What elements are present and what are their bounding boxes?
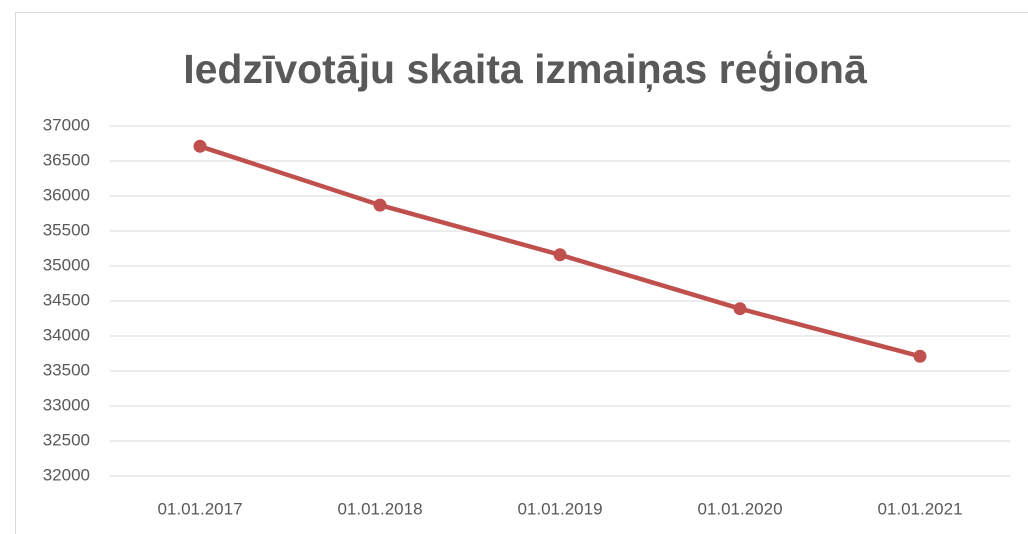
x-tick-label: 01.01.2018: [337, 499, 422, 518]
marker: [733, 302, 747, 316]
x-tick-label: 01.01.2019: [517, 499, 602, 518]
y-tick-label: 32000: [43, 465, 90, 484]
y-tick-label: 35000: [43, 255, 90, 274]
x-tick-label: 01.01.2017: [157, 499, 242, 518]
y-tick-label: 36500: [43, 150, 90, 169]
marker: [913, 349, 927, 363]
marker: [193, 139, 207, 153]
y-tick-label: 33500: [43, 360, 90, 379]
x-tick-label: 01.01.2020: [697, 499, 782, 518]
chart-title: Iedzīvotāju skaita izmaiņas reģionā: [183, 46, 868, 92]
x-tick-label: 01.01.2021: [877, 499, 962, 518]
marker: [373, 198, 387, 212]
y-tick-label: 34500: [43, 290, 90, 309]
y-tick-label: 33000: [43, 395, 90, 414]
y-tick-label: 34000: [43, 325, 90, 344]
y-tick-label: 36000: [43, 185, 90, 204]
y-tick-label: 37000: [43, 115, 90, 134]
chart-frame: [15, 12, 1028, 534]
marker: [553, 248, 567, 262]
y-tick-label: 35500: [43, 220, 90, 239]
y-tick-label: 32500: [43, 430, 90, 449]
